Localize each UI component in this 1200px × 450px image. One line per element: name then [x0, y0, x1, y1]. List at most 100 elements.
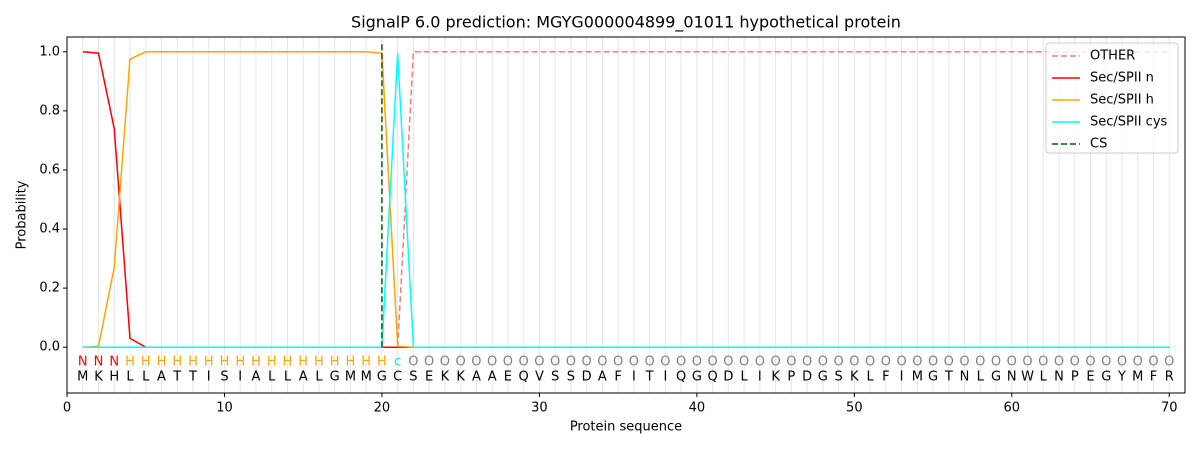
region-label: O: [1164, 355, 1174, 370]
region-label: O: [424, 355, 434, 370]
region-label: H: [188, 355, 198, 370]
region-label: O: [707, 355, 717, 370]
region-label: H: [251, 355, 261, 370]
legend-label: Sec/SPII n: [1090, 71, 1154, 86]
residue-letter: T: [172, 370, 181, 385]
region-label: H: [346, 355, 356, 370]
x-tick-label: 20: [374, 401, 391, 416]
residue-letter: W: [1021, 370, 1034, 385]
residue-letter: A: [299, 370, 308, 385]
region-label: N: [78, 355, 88, 370]
region-label: O: [456, 355, 466, 370]
region-label: O: [1054, 355, 1064, 370]
residue-letter: S: [834, 370, 842, 385]
residue-letter: I: [758, 370, 762, 385]
region-label: O: [519, 355, 529, 370]
residue-letter: S: [567, 370, 575, 385]
residue-letter: D: [582, 370, 592, 385]
region-label: O: [487, 355, 497, 370]
region-label: O: [1148, 355, 1158, 370]
region-label: H: [172, 355, 182, 370]
residue-letter: I: [900, 370, 904, 385]
residue-letter: K: [441, 370, 450, 385]
residue-letter: G: [1101, 370, 1111, 385]
residue-letter: F: [1150, 370, 1157, 385]
region-label: H: [283, 355, 293, 370]
residue-letter: L: [977, 370, 985, 385]
residue-letter: H: [109, 370, 119, 385]
x-tick-label: 10: [216, 401, 233, 416]
residue-letter: R: [1165, 370, 1174, 385]
region-label: H: [157, 355, 167, 370]
residue-letter: G: [330, 370, 340, 385]
residue-letter: F: [882, 370, 889, 385]
residue-letter: L: [1040, 370, 1048, 385]
x-tick-label: 50: [846, 401, 863, 416]
region-label: O: [1117, 355, 1127, 370]
region-label: O: [692, 355, 702, 370]
region-label: c: [394, 355, 401, 370]
residue-letter: L: [126, 370, 134, 385]
region-label: O: [1022, 355, 1032, 370]
residue-letter: I: [207, 370, 211, 385]
legend-box: [1045, 42, 1179, 154]
region-label: H: [314, 355, 324, 370]
y-tick-label: 0.0: [39, 340, 60, 355]
x-tick-label: 60: [1004, 401, 1021, 416]
y-tick-label: 0.6: [39, 162, 60, 177]
region-label: O: [613, 355, 623, 370]
region-label: O: [770, 355, 780, 370]
y-tick-label: 0.2: [39, 281, 60, 296]
region-label: O: [833, 355, 843, 370]
residue-letter: V: [535, 370, 544, 385]
region-label: O: [471, 355, 481, 370]
region-label: O: [1007, 355, 1017, 370]
residue-letter: L: [268, 370, 276, 385]
residue-letter: K: [456, 370, 465, 385]
residue-letter: G: [692, 370, 702, 385]
residue-letter: N: [960, 370, 970, 385]
residue-letter: G: [991, 370, 1001, 385]
region-label: O: [440, 355, 450, 370]
residue-letter: I: [663, 370, 667, 385]
region-label: O: [802, 355, 812, 370]
series-line: [82, 53, 1170, 348]
y-tick-label: 0.8: [39, 103, 60, 118]
region-label: O: [550, 355, 560, 370]
residue-letter: K: [771, 370, 780, 385]
region-label: O: [928, 355, 938, 370]
residue-letter: L: [866, 370, 874, 385]
residue-letter: S: [220, 370, 228, 385]
residue-letter: A: [252, 370, 261, 385]
residue-letter: G: [928, 370, 938, 385]
x-tick-label: 30: [531, 401, 548, 416]
region-label: O: [676, 355, 686, 370]
region-label: H: [204, 355, 214, 370]
residue-letter: E: [504, 370, 512, 385]
series-line: [82, 51, 1170, 348]
region-label: O: [975, 355, 985, 370]
residue-letter: F: [614, 370, 621, 385]
residue-letter: P: [1071, 370, 1079, 385]
x-axis-label: Protein sequence: [570, 420, 682, 435]
chart-title: SignalP 6.0 prediction: MGYG000004899_01…: [351, 13, 901, 33]
region-label: H: [298, 355, 308, 370]
region-label: O: [408, 355, 418, 370]
region-label: O: [1070, 355, 1080, 370]
residue-letter: S: [409, 370, 417, 385]
residue-letter: D: [723, 370, 733, 385]
region-label: H: [330, 355, 340, 370]
residue-letter: T: [645, 370, 654, 385]
y-axis-label: Probability: [15, 180, 30, 249]
y-tick-label: 1.0: [39, 44, 60, 59]
residue-letter: L: [142, 370, 150, 385]
residue-letter: K: [850, 370, 859, 385]
region-label: H: [125, 355, 135, 370]
residue-letter: Q: [676, 370, 686, 385]
legend-label: OTHER: [1090, 49, 1135, 64]
series-line: [82, 51, 1170, 348]
region-label: O: [503, 355, 513, 370]
residue-letter: E: [425, 370, 433, 385]
residue-letter: M: [345, 370, 356, 385]
